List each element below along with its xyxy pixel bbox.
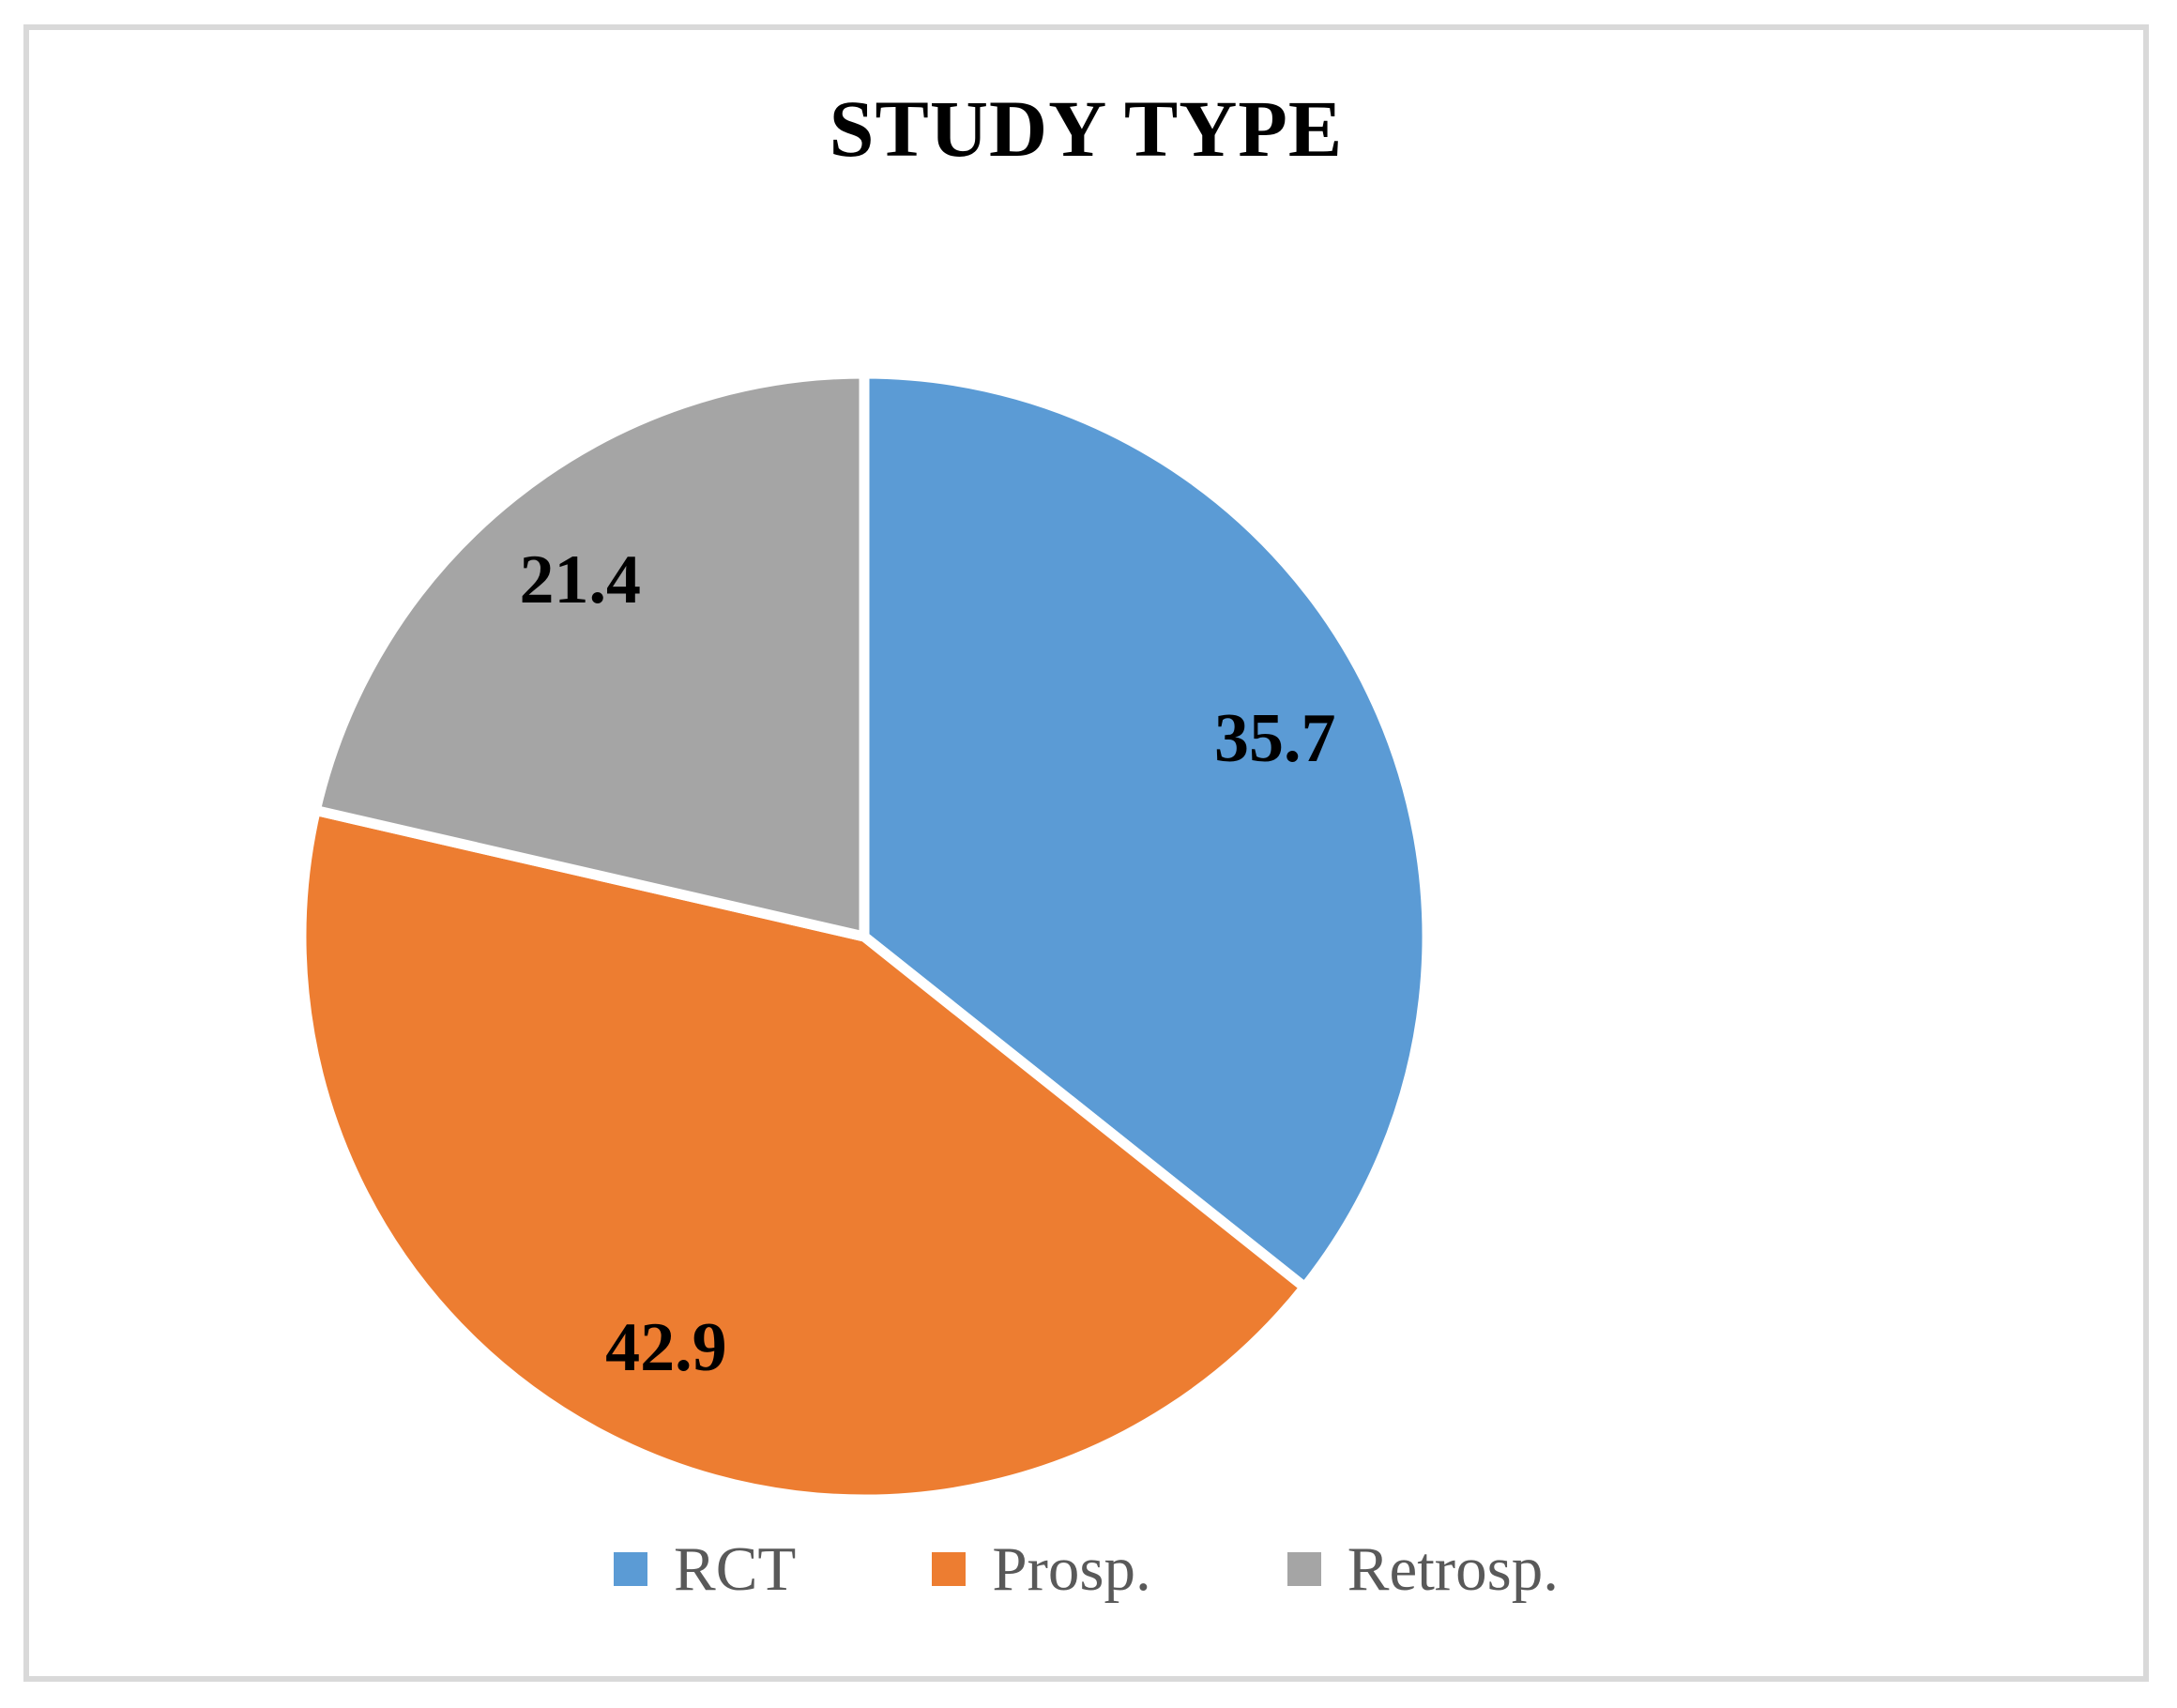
legend-marker-retrosp-icon (1286, 1552, 1321, 1586)
legend-item-retrosp: Retrosp. (1286, 1533, 1559, 1604)
pie-slice-prosp (296, 804, 1310, 1505)
pie-slice-retrosp (310, 368, 870, 942)
legend-label-prosp: Prosp. (992, 1533, 1151, 1604)
pie-slice-rct (859, 368, 1433, 1293)
legend-marker-prosp-icon (932, 1552, 967, 1586)
slice-label-prosp: 42.9 (605, 1309, 727, 1386)
chart-title: STUDY TYPE (829, 84, 1344, 174)
legend-marker-rct-icon (614, 1552, 648, 1586)
figure-border (23, 24, 2149, 1682)
legend-label-rct: RCT (674, 1533, 797, 1604)
legend-item-prosp: Prosp. (932, 1533, 1151, 1604)
legend-item-rct: RCT (614, 1533, 797, 1604)
slice-label-retrosp: 21.4 (520, 541, 642, 618)
slice-label-rct: 35.7 (1214, 700, 1336, 777)
legend-label-retrosp: Retrosp. (1347, 1533, 1559, 1604)
legend: RCT Prosp. Retrosp. (23, 1522, 2149, 1616)
